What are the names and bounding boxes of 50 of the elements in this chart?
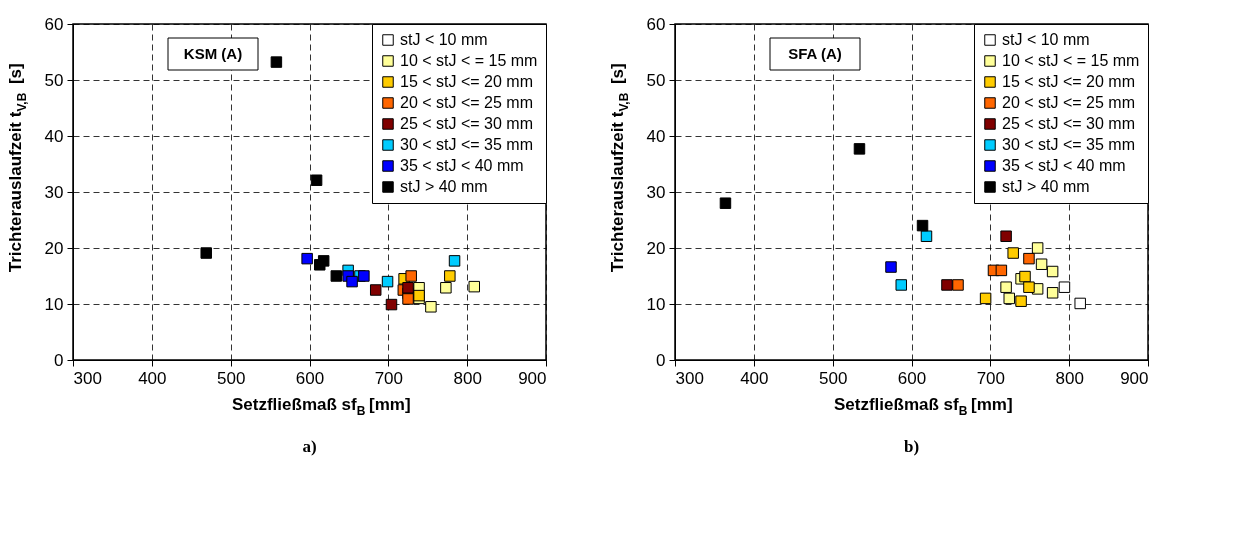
legend-label: stJ < 10 mm <box>400 31 488 48</box>
legend-label: 25 < stJ <= 30 mm <box>1002 115 1135 132</box>
legend-label: 35 < stJ < 40 mm <box>1002 157 1126 174</box>
y-tick-label: 40 <box>646 126 666 146</box>
x-tick-label: 800 <box>453 368 482 388</box>
x-tick-label: 700 <box>976 368 1006 388</box>
legend-label: 35 < stJ < 40 mm <box>400 157 524 174</box>
y-tick-label: 10 <box>44 294 64 314</box>
legend-label: 20 < stJ <= 25 mm <box>1002 94 1135 111</box>
x-tick-label: 500 <box>818 368 848 388</box>
y-tick-label: 20 <box>44 238 64 258</box>
x-tick-label: 600 <box>897 368 927 388</box>
legend-label: 10 < stJ < = 15 mm <box>1002 52 1140 69</box>
y-axis-title: Trichterauslaufzeit tV,B [s] <box>608 63 631 273</box>
x-tick-label: 800 <box>1055 368 1084 388</box>
legend-label: stJ < 10 mm <box>1002 31 1090 48</box>
x-tick-label: 900 <box>518 368 547 388</box>
y-axis-title: Trichterauslaufzeit tV,B [s] <box>6 63 29 273</box>
annotation: SFA (A) <box>788 45 842 62</box>
x-tick-label: 400 <box>138 368 167 388</box>
legend-label: stJ > 40 mm <box>400 178 488 195</box>
legend-label: 30 < stJ <= 35 mm <box>1002 136 1135 153</box>
y-tick-label: 40 <box>44 126 64 146</box>
x-tick-label: 900 <box>1120 368 1149 388</box>
y-tick-label: 50 <box>44 70 64 90</box>
text: a) <box>302 437 317 456</box>
y-tick-label: 0 <box>656 350 666 370</box>
x-tick-label: 300 <box>73 368 102 388</box>
y-tick-label: 30 <box>44 182 64 202</box>
x-tick-label: 400 <box>740 368 769 388</box>
annotation: KSM (A) <box>183 45 243 62</box>
legend-label: 15 < stJ <= 20 mm <box>1002 73 1135 90</box>
y-tick-label: 50 <box>646 70 666 90</box>
x-tick-label: 600 <box>295 368 325 388</box>
y-tick-label: 30 <box>646 182 666 202</box>
legend-label: 30 < stJ <= 35 mm <box>400 136 533 153</box>
legend-label: 10 < stJ < = 15 mm <box>400 52 538 69</box>
x-tick-label: 700 <box>374 368 404 388</box>
legend-label: stJ > 40 mm <box>1002 178 1090 195</box>
y-tick-label: 20 <box>646 238 666 258</box>
x-tick-label: 300 <box>675 368 704 388</box>
y-tick-label: 10 <box>646 294 666 314</box>
legend-label: 20 < stJ <= 25 mm <box>400 94 533 111</box>
x-tick-label: 500 <box>216 368 246 388</box>
text: b) <box>903 437 920 456</box>
legend-label: 15 < stJ <= 20 mm <box>400 73 533 90</box>
y-tick-label: 60 <box>646 14 666 34</box>
legend-label: 25 < stJ <= 30 mm <box>400 115 533 132</box>
y-tick-label: 0 <box>54 350 64 370</box>
y-tick-label: 60 <box>44 14 64 34</box>
